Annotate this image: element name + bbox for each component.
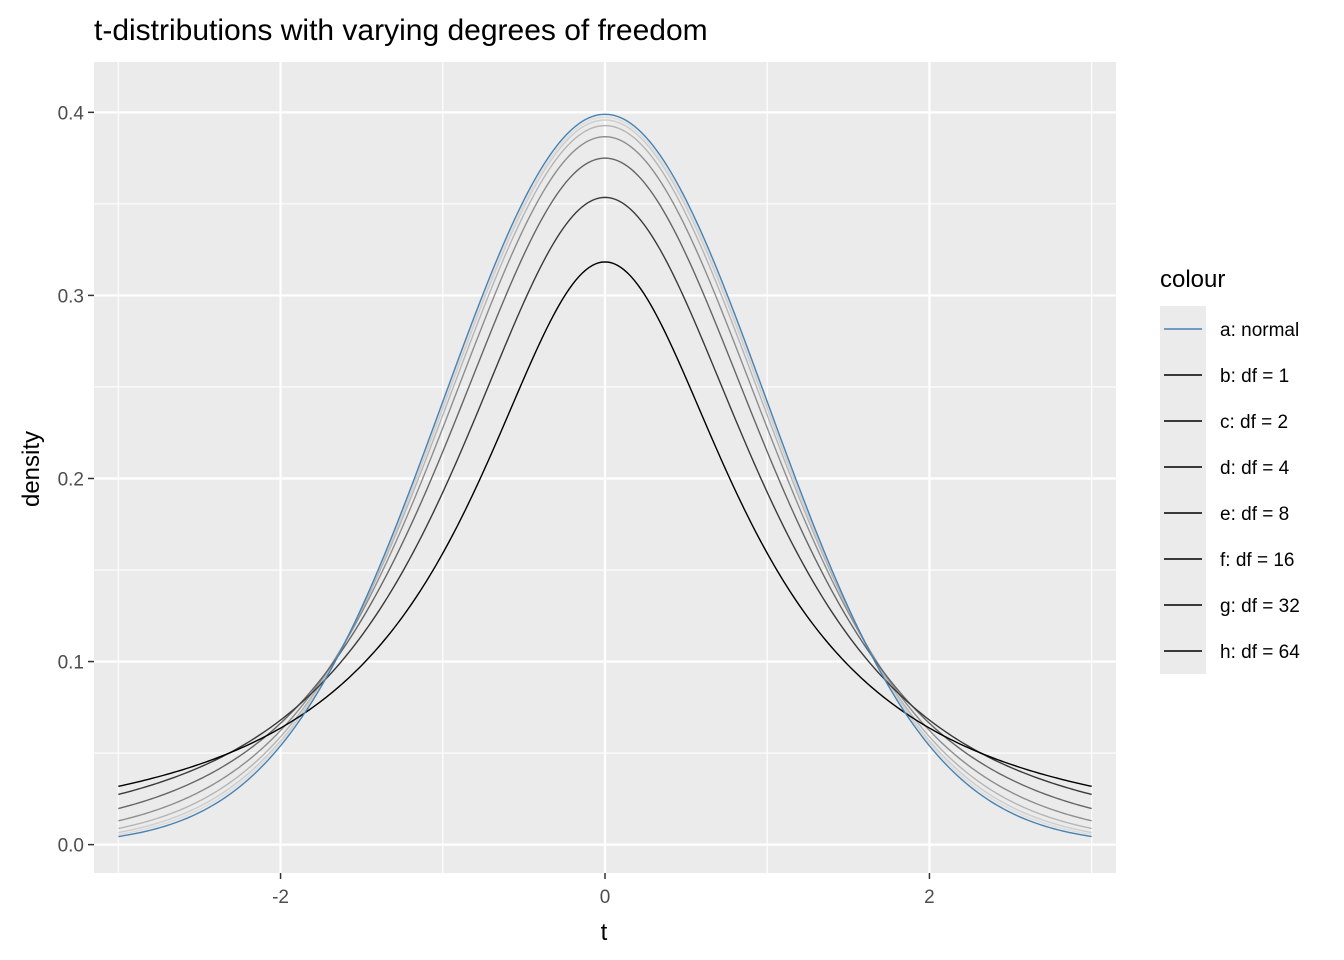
legend-title: colour [1160, 266, 1225, 293]
legend-label: c: df = 2 [1220, 412, 1288, 433]
series-line-d-df-4 [118, 157, 1092, 810]
series-line-a-normal [118, 113, 1092, 838]
legend-label: b: df = 1 [1220, 366, 1289, 387]
y-tick-label: 0.0 [58, 836, 84, 857]
legend: colour a: normal b: df = 1 c: df = 2 d: df … [1160, 266, 1300, 674]
series-line-b-df-1 [118, 261, 1092, 788]
y-tick-label: 0.2 [58, 469, 84, 490]
series-line-c-df-2 [118, 196, 1092, 796]
y-tick-label: 0.4 [58, 103, 85, 124]
x-tick-label: -2 [272, 887, 289, 908]
series-line-f-df-16 [118, 124, 1092, 830]
legend-label: d: df = 4 [1220, 458, 1290, 479]
plot-panel [94, 62, 1116, 873]
legend-label: f: df = 16 [1220, 550, 1294, 571]
legend-label: a: normal [1220, 320, 1299, 341]
legend-label: h: df = 64 [1220, 642, 1300, 663]
series-line-g-df-32 [118, 119, 1092, 834]
x-axis: -2 0 2 [272, 873, 935, 908]
legend-label: e: df = 8 [1220, 504, 1289, 525]
x-tick-label: 0 [600, 887, 611, 908]
chart-title: t-distributions with varying degrees of … [94, 14, 708, 47]
legend-label: g: df = 32 [1220, 596, 1300, 617]
x-tick-label: 2 [924, 887, 935, 908]
series-line-e-df-8 [118, 135, 1092, 822]
y-axis-title: density [18, 431, 45, 507]
y-axis: 0.0 0.1 0.2 0.3 0.4 [58, 103, 94, 857]
y-tick-label: 0.3 [58, 286, 84, 307]
x-axis-title: t [601, 919, 608, 946]
y-tick-label: 0.1 [58, 653, 84, 674]
series-line-h-df-64 [118, 116, 1092, 836]
